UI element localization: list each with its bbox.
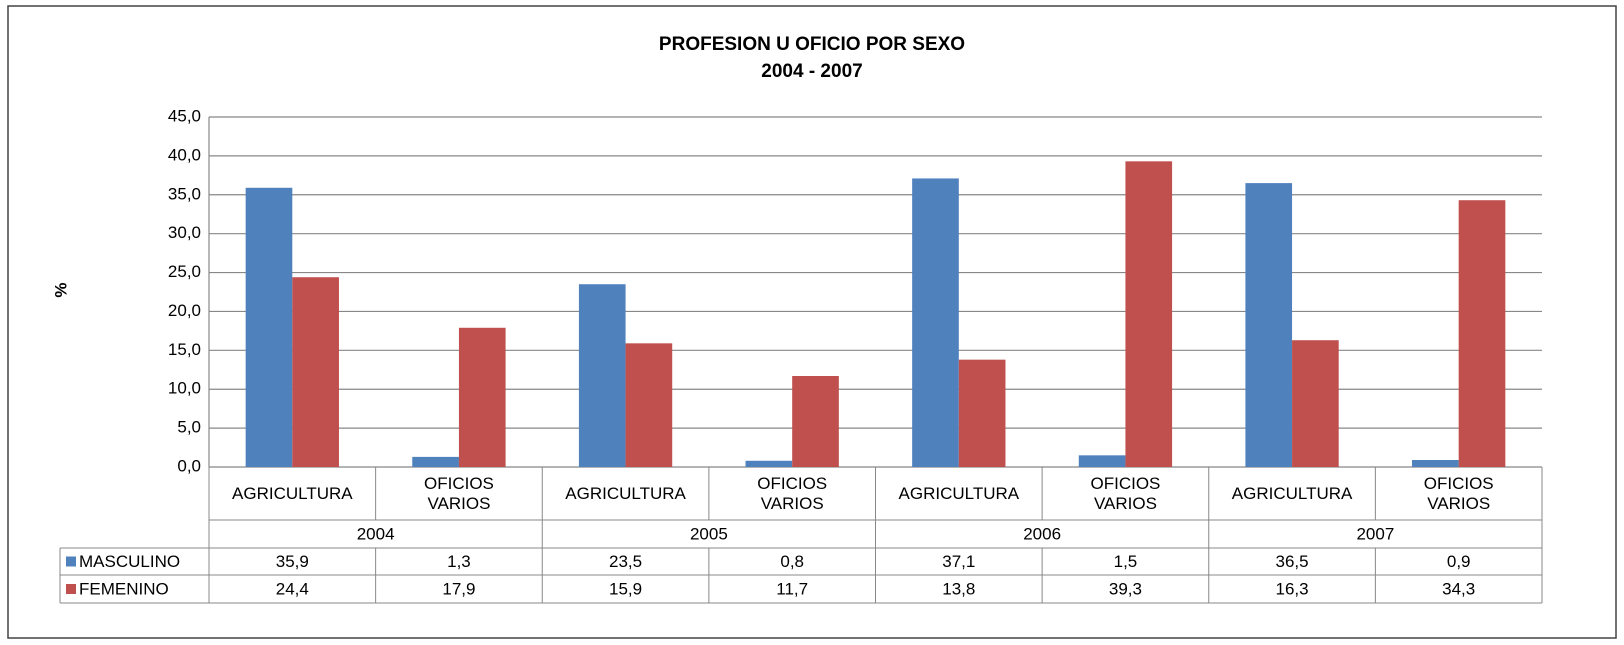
legend-label: MASCULINO <box>79 552 180 571</box>
table-value: 23,5 <box>609 552 642 571</box>
x-tick-label: OFICIOS VARIOS <box>1090 473 1161 513</box>
bar <box>1458 200 1506 467</box>
table-value: 24,4 <box>276 579 309 598</box>
x-tick-label: AGRICULTURA <box>232 483 353 503</box>
x-tick-label: AGRICULTURA <box>898 483 1020 503</box>
bar <box>458 327 506 467</box>
legend-swatch <box>66 556 76 567</box>
bar <box>912 178 959 467</box>
y-tick-label: 30,0 <box>168 223 201 242</box>
table-value: 1,5 <box>1114 552 1138 571</box>
bar <box>292 277 339 467</box>
y-tick-label: 20,0 <box>168 301 201 320</box>
group-label: 2007 <box>1356 524 1394 543</box>
table-value: 1,3 <box>447 552 471 571</box>
x-tick-label: AGRICULTURA <box>565 483 686 503</box>
bar <box>958 359 1006 467</box>
x-tick-label: OFICIOS VARIOS <box>423 473 494 513</box>
group-label: 2004 <box>357 524 395 543</box>
bar <box>1292 340 1339 467</box>
table-value: 35,9 <box>276 552 309 571</box>
bar <box>745 460 793 467</box>
x-tick-label: OFICIOS VARIOS <box>757 473 828 513</box>
y-tick-label: 35,0 <box>168 184 201 203</box>
legend-label: FEMENINO <box>79 579 169 598</box>
group-label: 2005 <box>690 524 728 543</box>
y-tick-label: 40,0 <box>168 145 201 164</box>
y-tick-label: 5,0 <box>177 418 201 437</box>
bar <box>1245 183 1293 467</box>
table-value: 15,9 <box>609 579 642 598</box>
table-value: 11,7 <box>776 579 808 598</box>
bar <box>1125 161 1173 468</box>
chart-title: PROFESION U OFICIO POR SEXO <box>659 34 965 55</box>
x-tick-label: OFICIOS VARIOS <box>1423 473 1494 513</box>
table-value: 0,9 <box>1447 552 1471 571</box>
bar <box>1078 455 1126 467</box>
group-label: 2006 <box>1023 524 1061 543</box>
y-tick-label: 10,0 <box>168 379 201 398</box>
bar <box>245 187 293 467</box>
y-tick-label: 15,0 <box>168 340 201 359</box>
table-value: 16,3 <box>1276 579 1309 598</box>
chart-subtitle: 2004 - 2007 <box>761 61 862 82</box>
table-value: 34,3 <box>1442 579 1475 598</box>
bar <box>1412 460 1459 467</box>
y-tick-label: 0,0 <box>177 456 201 475</box>
y-tick-label: 45,0 <box>168 106 201 125</box>
table-value: 17,9 <box>442 579 475 598</box>
bar <box>792 376 839 467</box>
y-axis-label: % <box>51 282 70 297</box>
bar <box>578 284 626 467</box>
table-value: 39,3 <box>1109 579 1142 598</box>
bar <box>412 456 459 467</box>
y-tick-label: 25,0 <box>168 262 201 281</box>
table-value: 37,1 <box>942 552 975 571</box>
table-value: 36,5 <box>1276 552 1309 571</box>
bar <box>625 343 673 467</box>
x-tick-label: AGRICULTURA <box>1231 483 1353 503</box>
table-value: 13,8 <box>942 579 975 598</box>
table-value: 0,8 <box>780 552 804 571</box>
legend-swatch <box>66 584 76 594</box>
